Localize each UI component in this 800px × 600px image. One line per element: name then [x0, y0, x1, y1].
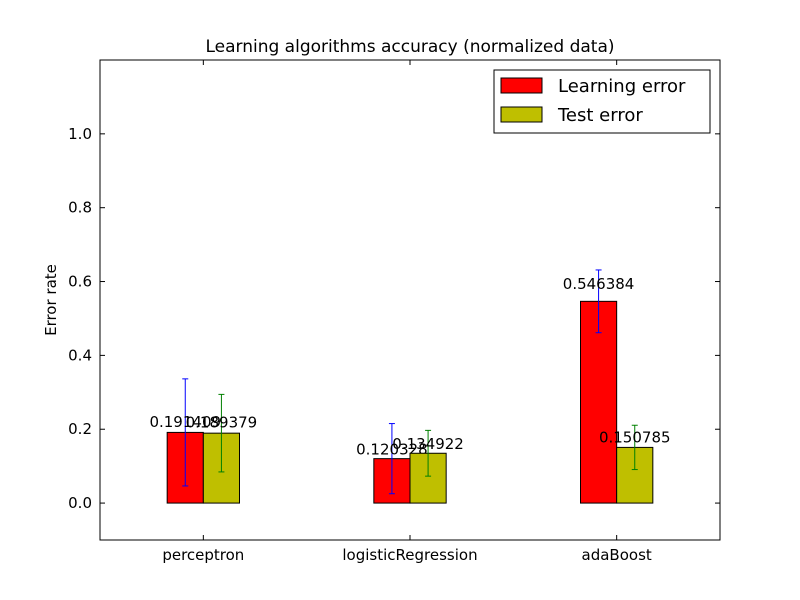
y-tick-label: 0.0 [68, 494, 92, 512]
legend-swatch-test-error [500, 106, 543, 123]
y-tick-label: 0.2 [68, 420, 92, 438]
bar-value-label: 0.134922 [392, 435, 464, 453]
x-tick-label: perceptron [162, 546, 244, 564]
bar [580, 300, 618, 504]
y-tick-label: 0.8 [68, 199, 92, 217]
x-tick-label: logisticRegression [342, 546, 477, 564]
x-tick-label: adaBoost [582, 546, 652, 564]
bar-value-label: 0.191409 [149, 413, 221, 431]
y-tick-label: 0.4 [68, 346, 92, 364]
bar-value-label: 0.150785 [599, 429, 671, 447]
legend-label-learning-error: Learning error [558, 76, 686, 97]
y-tick-label: 1.0 [68, 125, 92, 143]
legend-label-test-error: Test error [557, 105, 643, 126]
bar-value-label: 0.546384 [563, 275, 635, 293]
y-axis-label: Error rate [42, 264, 60, 336]
plot-area: 0.0 0.2 0.4 0.6 0.8 1.0 perceptron logisticRegr… [68, 60, 720, 564]
bar-value-label: 0.189379 [186, 414, 258, 432]
y-tick-label: 0.6 [68, 273, 92, 291]
axes-frame [99, 59, 721, 541]
legend: Learning error Test error [493, 69, 711, 134]
legend-swatch-learning-error [500, 77, 543, 94]
chart-title: Learning algorithms accuracy (normalized… [205, 37, 614, 57]
